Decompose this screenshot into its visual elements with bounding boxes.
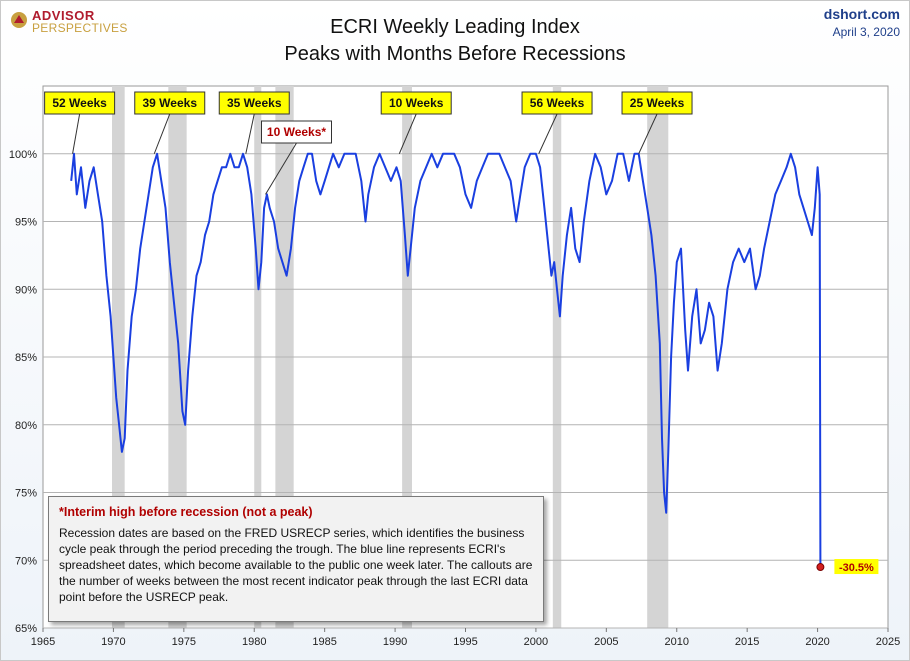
callout-box bbox=[261, 120, 332, 144]
callout-pointer bbox=[398, 113, 417, 154]
x-tick-label: 1985 bbox=[312, 636, 336, 648]
callout-label: 25 Weeks bbox=[630, 96, 685, 110]
x-tick-label: 2010 bbox=[665, 636, 689, 648]
logo-line2: PERSPECTIVES bbox=[32, 21, 128, 35]
note-heading: *Interim high before recession (not a pe… bbox=[59, 505, 313, 519]
source-date: April 3, 2020 bbox=[832, 25, 900, 39]
end-point-label-bg bbox=[834, 559, 879, 575]
chart-title-line2: Peaks with Months Before Recessions bbox=[284, 43, 626, 65]
source-site: dshort.com bbox=[823, 6, 900, 22]
callout-label: 39 Weeks bbox=[143, 96, 198, 110]
callout-label: 56 Weeks bbox=[530, 96, 585, 110]
callout-box bbox=[521, 91, 593, 115]
callout-pointer bbox=[538, 113, 558, 154]
x-tick-label: 2025 bbox=[876, 636, 900, 648]
callout-box bbox=[134, 91, 206, 115]
callout-pointer bbox=[265, 142, 297, 195]
y-tick-label: 95% bbox=[15, 217, 37, 229]
callout-pointer bbox=[153, 113, 171, 154]
y-tick-label: 70% bbox=[15, 555, 37, 567]
callout-box bbox=[44, 91, 116, 115]
note-text: Recession dates are based on the FRED US… bbox=[59, 526, 533, 604]
note-box: *Interim high before recession (not a pe… bbox=[48, 496, 544, 622]
end-point-label: -30.5% bbox=[839, 562, 874, 574]
x-tick-label: 2005 bbox=[594, 636, 618, 648]
y-tick-label: 85% bbox=[15, 352, 37, 364]
y-tick-label: 75% bbox=[15, 488, 37, 500]
chart-title-line1: ECRI Weekly Leading Index bbox=[330, 16, 580, 38]
x-tick-label: 1995 bbox=[453, 636, 477, 648]
x-tick-label: 2020 bbox=[805, 636, 829, 648]
y-tick-label: 65% bbox=[15, 623, 37, 635]
x-tick-label: 1990 bbox=[383, 636, 407, 648]
callout-label: 35 Weeks bbox=[227, 96, 282, 110]
x-tick-label: 1975 bbox=[172, 636, 196, 648]
advisor-perspectives-logo: ADVISOR PERSPECTIVES bbox=[8, 8, 138, 36]
callout-box bbox=[218, 91, 290, 115]
callout-pointer bbox=[72, 113, 81, 154]
callout-pointer bbox=[245, 113, 255, 154]
x-tick-label: 2015 bbox=[735, 636, 759, 648]
y-tick-label: 90% bbox=[15, 284, 37, 296]
source-block: dshort.com April 3, 2020 bbox=[824, 6, 900, 39]
callout-label: 52 Weeks bbox=[52, 96, 107, 110]
end-point-marker bbox=[816, 563, 825, 572]
x-tick-label: 1965 bbox=[31, 636, 55, 648]
x-tick-label: 2000 bbox=[524, 636, 548, 648]
logo-line1: ADVISOR bbox=[32, 8, 95, 23]
y-tick-label: 100% bbox=[9, 149, 37, 161]
x-tick-label: 1980 bbox=[242, 636, 266, 648]
logo-mark-icon bbox=[11, 12, 27, 28]
x-tick-label: 1970 bbox=[101, 636, 125, 648]
index-line bbox=[70, 152, 822, 568]
callout-box bbox=[621, 91, 693, 115]
callout-label: 10 Weeks* bbox=[267, 125, 326, 139]
callout-label: 10 Weeks bbox=[389, 96, 444, 110]
callout-pointer bbox=[638, 113, 658, 154]
chart-title: ECRI Weekly Leading Index Peaks with Mon… bbox=[0, 14, 910, 68]
y-tick-label: 80% bbox=[15, 420, 37, 432]
callout-box bbox=[380, 91, 452, 115]
